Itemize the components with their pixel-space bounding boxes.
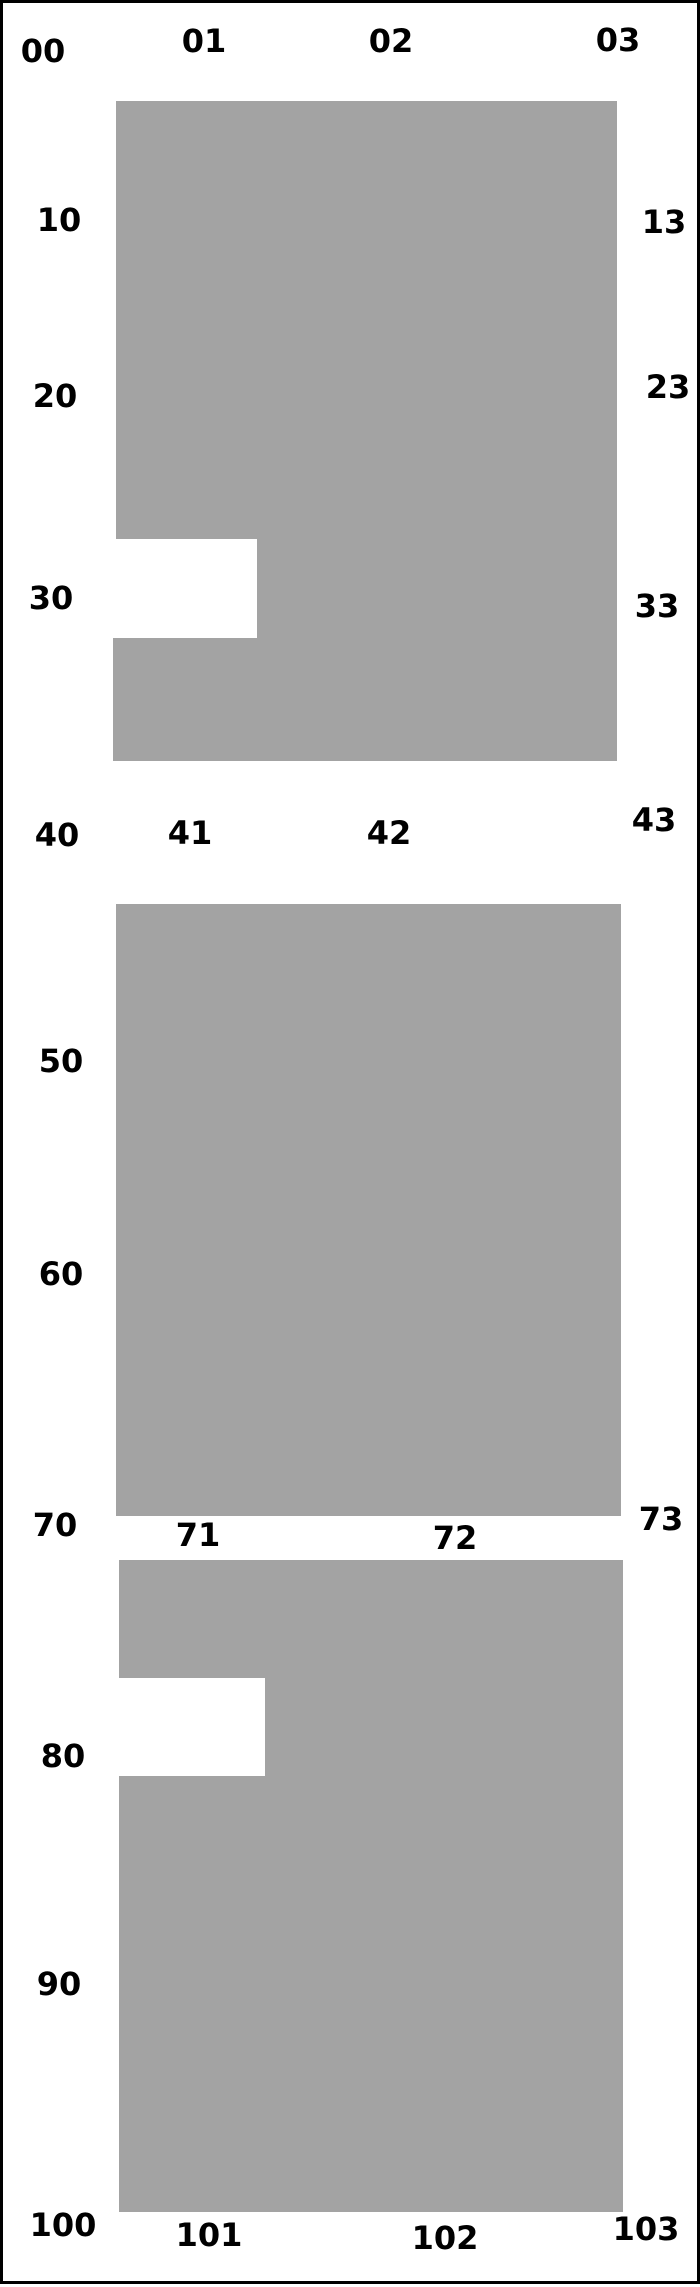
- label-13: 13: [641, 203, 687, 241]
- label-73: 73: [638, 1500, 684, 1538]
- label-43: 43: [631, 801, 677, 839]
- label-100: 100: [29, 2206, 97, 2244]
- label-10: 10: [36, 201, 82, 239]
- label-30: 30: [28, 579, 74, 617]
- label-101: 101: [175, 2216, 243, 2254]
- label-02: 02: [368, 22, 414, 60]
- gray-block-top: [113, 101, 617, 761]
- gray-block-bottom: [119, 1560, 623, 2212]
- label-80: 80: [40, 1737, 86, 1775]
- gray-block-middle: [116, 904, 621, 1516]
- label-70: 70: [32, 1506, 78, 1544]
- label-23: 23: [645, 368, 691, 406]
- label-41: 41: [167, 814, 213, 852]
- label-00: 00: [20, 32, 66, 70]
- label-60: 60: [38, 1255, 84, 1293]
- label-103: 103: [612, 2210, 680, 2248]
- diagram-canvas: [113, 101, 623, 2212]
- label-33: 33: [634, 587, 680, 625]
- label-03: 03: [595, 21, 641, 59]
- label-20: 20: [32, 377, 78, 415]
- label-71: 71: [175, 1516, 221, 1554]
- label-72: 72: [432, 1519, 478, 1557]
- label-01: 01: [181, 22, 227, 60]
- label-90: 90: [36, 1965, 82, 2003]
- label-40: 40: [34, 816, 80, 854]
- label-42: 42: [366, 814, 412, 852]
- label-102: 102: [411, 2219, 479, 2257]
- label-50: 50: [38, 1042, 84, 1080]
